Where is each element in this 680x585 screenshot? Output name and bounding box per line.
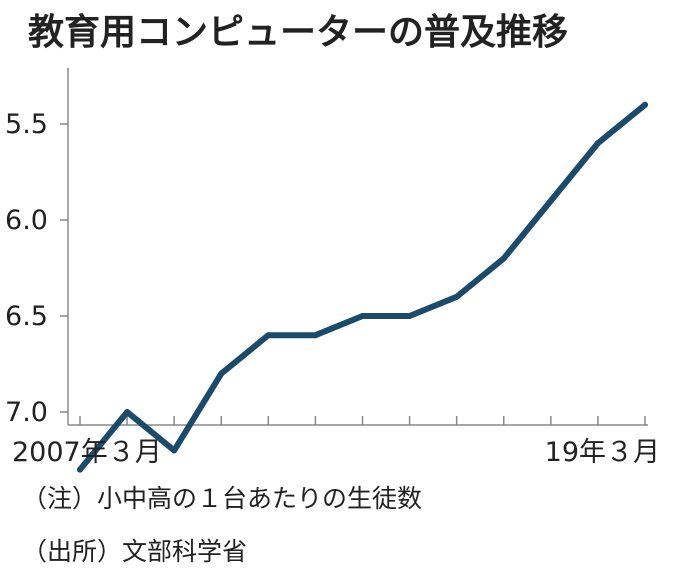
source-text: （出所）文部科学省: [22, 537, 247, 566]
data-point: [359, 313, 366, 319]
data-point: [171, 447, 178, 454]
note-text: （注）小中高の１台あたりの生徒数: [22, 484, 422, 513]
x-ticks-group: [79, 416, 646, 425]
series-line: [77, 101, 648, 473]
y-tick-label: 7.0: [5, 397, 48, 428]
y-ticks-group: 5.5 6.0 6.5 7.0: [5, 109, 68, 428]
y-tick-label: 5.5: [5, 109, 48, 140]
data-point: [453, 293, 460, 300]
data-point: [218, 370, 225, 377]
data-point: [265, 332, 272, 339]
data-point: [642, 101, 648, 108]
data-point: [312, 332, 319, 339]
chart-title: 教育用コンピューターの普及推移: [28, 12, 568, 53]
data-point: [406, 313, 413, 319]
data-point: [594, 140, 601, 147]
x-tick-label-first: 2007年３月: [12, 437, 162, 468]
y-tick-label: 6.0: [5, 205, 48, 236]
data-points-group: [77, 101, 648, 473]
x-tick-label-last: 19年３月: [545, 437, 660, 468]
data-point: [500, 255, 507, 262]
data-point: [547, 197, 554, 204]
y-tick-label: 6.5: [5, 301, 48, 332]
data-point: [77, 466, 83, 473]
data-point: [124, 409, 131, 415]
